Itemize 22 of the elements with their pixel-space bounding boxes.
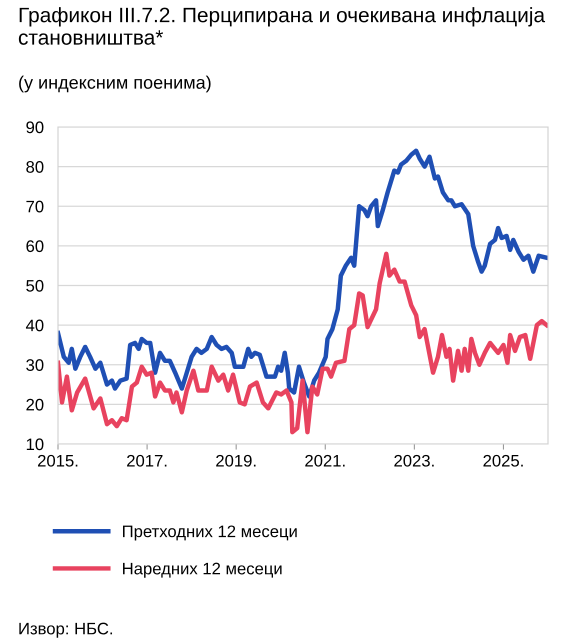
y-tick-label: 60 [26,240,44,252]
x-tick-label: 2023. [394,454,434,467]
x-tick-label: 2015. [38,454,78,467]
line-series [58,252,548,434]
y-tick-label: 10 [26,438,44,450]
x-tick-label: 2019. [216,454,256,467]
y-tick-label: 70 [26,200,44,212]
y-tick-label: 80 [26,161,44,173]
y-tick-label: 20 [26,398,44,411]
x-tick-label: 2021. [305,454,345,467]
y-tick-label: 30 [26,359,44,371]
line-series [58,148,548,399]
y-tick-label: 40 [26,320,44,332]
chart-title: Графикон III.7.2. Перципирана и очекивана инфлација становништва* [18,7,546,45]
chart-subtitle: (у индексним поенима) [19,76,211,92]
legend-label: Наредних 12 месеци [123,562,282,578]
y-tick-label: 90 [26,121,44,134]
x-tick-label: 2025. [483,454,523,467]
legend-label: Претходних 12 месеци [123,525,297,541]
y-tick-label: 50 [26,280,44,292]
text: Извор: НБС. [19,622,112,638]
x-tick-label: 2017. [127,454,166,467]
